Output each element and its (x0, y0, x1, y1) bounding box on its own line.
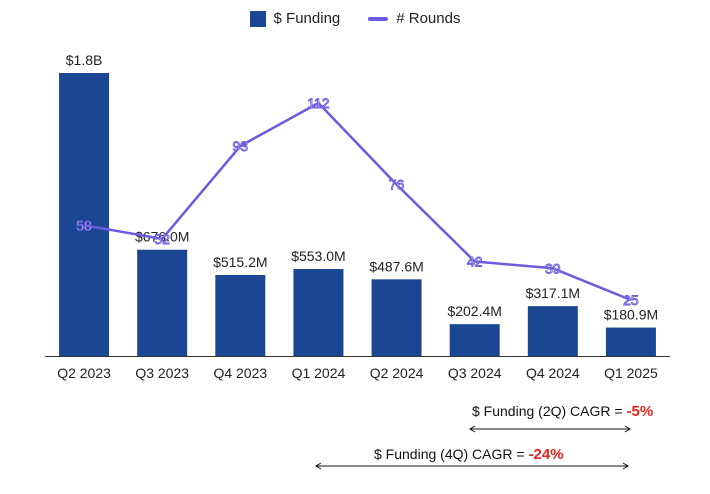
cagr-4q-value: -24% (528, 446, 564, 463)
bar-q4-2023 (215, 274, 266, 356)
bar-q2-2024 (371, 279, 422, 356)
x-tick-label: Q4 2023 (213, 365, 267, 381)
bar-q3-2024 (449, 324, 500, 356)
line-data-label: 52 (154, 231, 170, 247)
x-tick-label: Q1 2025 (604, 365, 658, 381)
bar-data-label: $553.0M (291, 248, 345, 264)
line-data-label: 58 (76, 217, 92, 233)
rounds-line (83, 101, 632, 302)
bar-data-label: $202.4M (447, 303, 501, 319)
line-data-label: 76 (389, 177, 405, 193)
bar-q2-2023 (59, 73, 110, 356)
legend: $ Funding # Rounds (0, 10, 710, 27)
x-tick-label: Q2 2023 (57, 365, 111, 381)
legend-item-funding: $ Funding (249, 10, 341, 27)
x-tick-label: Q3 2024 (448, 365, 502, 381)
bar-data-label: $487.6M (369, 258, 423, 274)
line-data-label: 112 (307, 95, 330, 111)
bar-data-label: $1.8B (66, 52, 103, 68)
cagr-4q-arrow (315, 462, 629, 470)
line-data-label: 39 (545, 260, 561, 276)
line-data-label: 25 (623, 292, 639, 308)
x-tick-label: Q3 2023 (135, 365, 189, 381)
cagr-2q-value: -5% (626, 403, 654, 420)
bar-data-label: $180.9M (604, 307, 658, 323)
bar-data-label: $515.2M (213, 254, 267, 270)
bar-q1-2025 (605, 327, 656, 356)
bar-data-label: $676.0M (135, 229, 189, 245)
cagr-2q-annotation: $ Funding (2Q) CAGR = -5% (472, 403, 653, 420)
bar-q1-2024 (293, 269, 344, 356)
legend-item-rounds: # Rounds (368, 10, 460, 27)
cagr-2q-label: $ Funding (2Q) CAGR = (472, 403, 623, 419)
legend-label-funding: $ Funding (273, 10, 341, 27)
cagr-2q-arrow (469, 425, 631, 433)
bar-data-label: $317.1M (526, 285, 580, 301)
line-data-label: 42 (467, 253, 483, 269)
line-data-label: 93 (233, 138, 249, 154)
cagr-4q-annotation: $ Funding (4Q) CAGR = -24% (374, 446, 564, 463)
bar-q4-2024 (527, 306, 578, 356)
x-tick-label: Q2 2024 (370, 365, 424, 381)
x-tick-label: Q1 2024 (292, 365, 346, 381)
legend-label-rounds: # Rounds (396, 10, 461, 27)
legend-swatch-funding (249, 10, 266, 27)
legend-swatch-rounds (368, 16, 389, 21)
x-tick-label: Q4 2024 (526, 365, 580, 381)
bar-q3-2023 (137, 249, 188, 356)
cagr-4q-label: $ Funding (4Q) CAGR = (374, 446, 525, 462)
